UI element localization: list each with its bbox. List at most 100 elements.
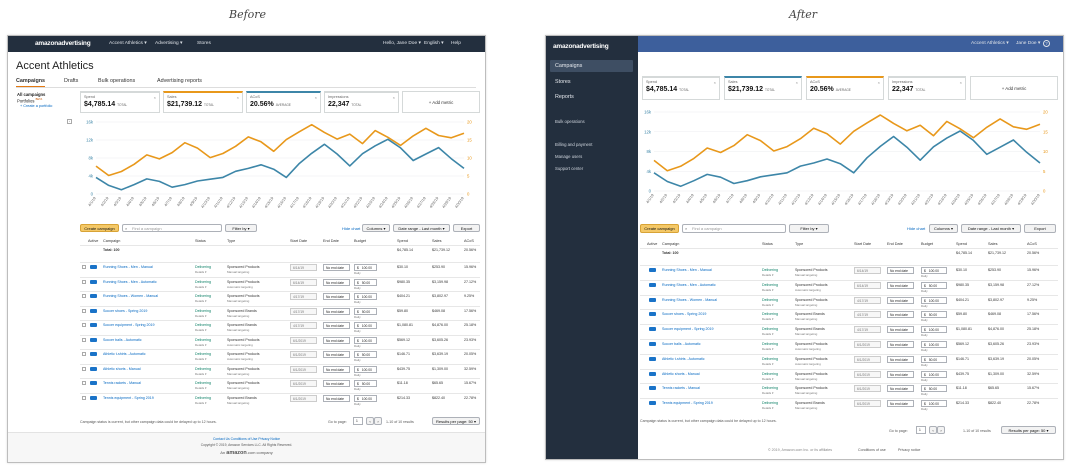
details-link[interactable]: Details ▾ <box>195 400 207 405</box>
prev-page-button[interactable]: ‹ <box>366 417 374 425</box>
column-header-end-date[interactable]: End Date <box>323 239 339 243</box>
close-icon[interactable]: × <box>153 95 156 100</box>
details-link[interactable]: Details ▾ <box>762 332 774 337</box>
row-checkbox[interactable] <box>82 352 86 356</box>
page-number-input[interactable]: 1 <box>916 426 926 434</box>
active-toggle[interactable] <box>90 395 97 400</box>
column-header-active[interactable]: Active <box>88 239 99 243</box>
end-date-field[interactable]: No end date <box>887 326 914 334</box>
end-date-field[interactable]: No end date <box>323 336 350 344</box>
footer-conditions-link[interactable]: Conditions of use <box>858 448 886 452</box>
budget-input[interactable]: $50.00 <box>921 385 947 393</box>
campaign-name-link[interactable]: Athletic t-shirts - Automatic <box>103 352 146 356</box>
active-toggle[interactable] <box>649 356 656 361</box>
advertising-menu[interactable]: Advertising ▾ <box>155 41 183 46</box>
budget-input[interactable]: $100.00 <box>354 264 377 271</box>
tab-drafts[interactable]: Drafts <box>64 78 79 84</box>
row-checkbox[interactable] <box>82 366 86 371</box>
end-date-field[interactable]: No end date <box>887 281 914 289</box>
campaign-name-link[interactable]: Running Shoes - Men - Manual <box>662 268 712 272</box>
end-date-field[interactable]: No end date <box>323 322 350 329</box>
active-toggle[interactable] <box>90 381 97 385</box>
column-header-spend[interactable]: Spend <box>956 242 967 246</box>
columns-dropdown[interactable]: Columns ▾ <box>929 224 958 233</box>
budget-input[interactable]: $100.00 <box>921 296 947 304</box>
create-campaign-button[interactable]: Create campaign <box>640 224 679 233</box>
date-range-dropdown[interactable]: Date range - Last month ▾ <box>961 224 1021 233</box>
active-toggle[interactable] <box>649 297 656 302</box>
end-date-field[interactable]: No end date <box>323 394 350 402</box>
details-link[interactable]: Details ▾ <box>762 273 774 277</box>
budget-input[interactable]: $100.00 <box>921 341 947 348</box>
active-toggle[interactable] <box>649 327 656 332</box>
next-page-button[interactable]: › <box>374 417 382 425</box>
metric-card-acos[interactable]: ACoS × 20.56% AVERAGE <box>246 91 321 113</box>
row-checkbox[interactable] <box>82 308 86 313</box>
active-toggle[interactable] <box>649 401 656 406</box>
column-header-acos[interactable]: ACoS <box>464 239 474 243</box>
budget-input[interactable]: $100.00 <box>921 267 947 274</box>
details-link[interactable]: Details ▾ <box>762 406 774 411</box>
create-campaign-button[interactable]: Create campaign <box>80 224 119 232</box>
budget-input[interactable]: $100.00 <box>354 365 377 373</box>
campaign-name-link[interactable]: Soccer equipment - Spring 2019 <box>103 323 155 327</box>
row-checkbox[interactable] <box>82 395 86 400</box>
next-page-button[interactable]: › <box>937 426 945 434</box>
budget-input[interactable]: $100.00 <box>921 326 947 334</box>
metric-card-sales[interactable]: Sales × $21,739.12 TOTAL <box>163 91 243 113</box>
details-link[interactable]: Details ▾ <box>195 284 207 289</box>
tab-advertising-reports[interactable]: Advertising reports <box>157 78 202 84</box>
end-date-field[interactable]: No end date <box>887 355 914 363</box>
columns-dropdown[interactable]: Columns ▾ <box>362 224 390 232</box>
end-date-field[interactable]: No end date <box>887 385 914 393</box>
details-link[interactable]: Details ▾ <box>195 386 207 390</box>
campaign-name-link[interactable]: Athletic shorts - Manual <box>662 371 700 376</box>
close-icon[interactable]: × <box>392 95 395 100</box>
date-range-dropdown[interactable]: Date range - Last month ▾ <box>393 224 450 232</box>
budget-input[interactable]: $50.00 <box>921 311 947 319</box>
end-date-field[interactable]: No end date <box>887 370 914 378</box>
column-header-campaign[interactable]: Campaign <box>662 242 680 246</box>
user-menu[interactable]: Hello, Jane Doe ▾ <box>383 41 421 46</box>
sidebar-item-reports[interactable]: Reports <box>555 94 574 100</box>
metric-card-sales[interactable]: Sales × $21,739.12 TOTAL <box>724 76 802 100</box>
campaign-name-link[interactable]: Tennis rackets - Manual <box>103 381 141 385</box>
end-date-field[interactable]: No end date <box>887 311 914 319</box>
active-toggle[interactable] <box>90 279 97 284</box>
details-link[interactable]: Details ▾ <box>195 371 207 376</box>
stores-link[interactable]: Stores <box>197 41 211 46</box>
details-link[interactable]: Details ▾ <box>195 313 207 318</box>
active-toggle[interactable] <box>90 323 97 327</box>
active-toggle[interactable] <box>90 366 97 371</box>
budget-input[interactable]: $50.00 <box>354 380 377 387</box>
campaign-name-link[interactable]: Running Shoes - Men - Manual <box>103 265 153 269</box>
end-date-field[interactable]: No end date <box>887 341 914 348</box>
campaign-name-link[interactable]: Tennis rackets - Manual <box>662 386 700 391</box>
active-toggle[interactable] <box>90 337 97 342</box>
campaign-name-link[interactable]: Running Shoes - Women - Manual <box>103 294 159 298</box>
details-link[interactable]: Details ▾ <box>762 302 774 307</box>
metric-card-acos[interactable]: ACoS × 20.56% AVERAGE <box>806 76 884 100</box>
column-header-acos[interactable]: ACoS <box>1027 242 1037 246</box>
close-icon[interactable]: × <box>877 80 880 85</box>
prev-page-button[interactable]: ‹ <box>929 426 937 434</box>
details-link[interactable]: Details ▾ <box>762 317 774 322</box>
details-link[interactable]: Details ▾ <box>195 270 207 274</box>
column-header-sales[interactable]: Sales <box>988 242 998 246</box>
column-header-status[interactable]: Status <box>762 242 773 246</box>
close-icon[interactable]: × <box>713 80 716 85</box>
active-toggle[interactable] <box>90 265 97 269</box>
add-metric-button[interactable]: + Add metric <box>970 76 1058 100</box>
column-header-status[interactable]: Status <box>195 239 206 243</box>
column-header-spend[interactable]: Spend <box>397 239 408 243</box>
budget-input[interactable]: $50.00 <box>921 281 947 289</box>
sidebar-item-billing[interactable]: Billing and payment <box>555 142 593 147</box>
export-button[interactable]: Export <box>1024 224 1056 233</box>
account-menu[interactable]: Accent Athletics ▾ <box>971 41 1009 46</box>
user-menu[interactable]: Jane Doe ▾ <box>1016 41 1041 46</box>
tab-campaigns[interactable]: Campaigns <box>16 78 46 87</box>
campaign-name-link[interactable]: Tennis equipment - Spring 2019 <box>103 395 154 400</box>
campaign-name-link[interactable]: Tennis equipment - Spring 2019 <box>662 401 713 406</box>
campaign-name-link[interactable]: Running Shoes - Men - Automatic <box>103 279 157 284</box>
end-date-field[interactable]: No end date <box>887 267 914 274</box>
